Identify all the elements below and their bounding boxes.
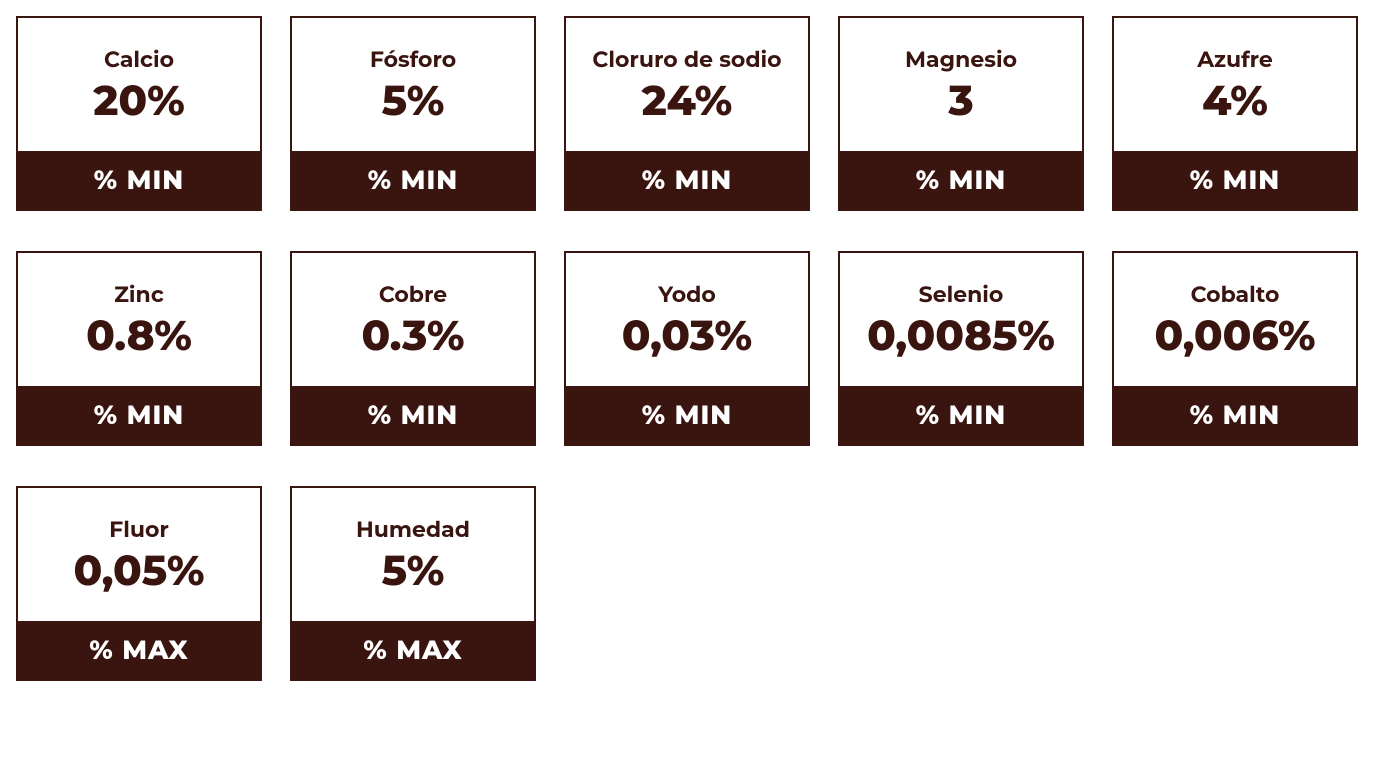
mineral-footer: % MAX	[292, 621, 534, 679]
mineral-card: Magnesio 3 % MIN	[838, 16, 1084, 211]
mineral-footer: % MAX	[18, 621, 260, 679]
mineral-name: Cobre	[379, 283, 447, 307]
mineral-footer: % MIN	[840, 386, 1082, 444]
mineral-value: 0,05%	[74, 549, 205, 591]
mineral-value: 3	[948, 79, 973, 121]
mineral-value: 0.8%	[86, 314, 192, 356]
card-top: Zinc 0.8%	[18, 253, 260, 386]
mineral-name: Fluor	[109, 518, 169, 542]
mineral-footer: % MIN	[840, 151, 1082, 209]
mineral-card: Selenio 0,0085% % MIN	[838, 251, 1084, 446]
mineral-name: Cobalto	[1191, 283, 1280, 307]
card-top: Azufre 4%	[1114, 18, 1356, 151]
mineral-value: 5%	[382, 549, 445, 591]
mineral-footer: % MIN	[566, 151, 808, 209]
mineral-value: 20%	[93, 79, 185, 121]
mineral-name: Humedad	[356, 518, 470, 542]
mineral-name: Magnesio	[905, 48, 1017, 72]
card-top: Fluor 0,05%	[18, 488, 260, 621]
card-top: Calcio 20%	[18, 18, 260, 151]
card-top: Cloruro de sodio 24%	[566, 18, 808, 151]
mineral-card: Fósforo 5% % MIN	[290, 16, 536, 211]
mineral-name: Selenio	[919, 283, 1004, 307]
card-top: Cobre 0.3%	[292, 253, 534, 386]
mineral-value: 0,0085%	[867, 314, 1055, 356]
mineral-value: 0,03%	[622, 314, 752, 356]
mineral-footer: % MIN	[566, 386, 808, 444]
mineral-card: Humedad 5% % MAX	[290, 486, 536, 681]
mineral-card: Zinc 0.8% % MIN	[16, 251, 262, 446]
minerals-grid: Calcio 20% % MIN Fósforo 5% % MIN Clorur…	[16, 16, 1358, 681]
card-top: Fósforo 5%	[292, 18, 534, 151]
mineral-footer: % MIN	[1114, 386, 1356, 444]
mineral-card: Fluor 0,05% % MAX	[16, 486, 262, 681]
mineral-footer: % MIN	[292, 151, 534, 209]
mineral-card: Cobre 0.3% % MIN	[290, 251, 536, 446]
mineral-footer: % MIN	[1114, 151, 1356, 209]
mineral-footer: % MIN	[292, 386, 534, 444]
mineral-value: 24%	[642, 79, 733, 121]
mineral-name: Calcio	[104, 48, 174, 72]
mineral-name: Yodo	[658, 283, 716, 307]
mineral-footer: % MIN	[18, 151, 260, 209]
mineral-card: Azufre 4% % MIN	[1112, 16, 1358, 211]
mineral-value: 5%	[382, 79, 445, 121]
mineral-name: Cloruro de sodio	[592, 48, 781, 72]
mineral-value: 4%	[1202, 79, 1268, 121]
card-top: Cobalto 0,006%	[1114, 253, 1356, 386]
mineral-name: Fósforo	[370, 48, 456, 72]
card-top: Yodo 0,03%	[566, 253, 808, 386]
card-top: Selenio 0,0085%	[840, 253, 1082, 386]
mineral-footer: % MIN	[18, 386, 260, 444]
mineral-value: 0,006%	[1154, 314, 1315, 356]
card-top: Humedad 5%	[292, 488, 534, 621]
mineral-card: Yodo 0,03% % MIN	[564, 251, 810, 446]
mineral-value: 0.3%	[361, 314, 464, 356]
mineral-name: Azufre	[1197, 48, 1273, 72]
mineral-card: Cloruro de sodio 24% % MIN	[564, 16, 810, 211]
mineral-card: Calcio 20% % MIN	[16, 16, 262, 211]
card-top: Magnesio 3	[840, 18, 1082, 151]
mineral-name: Zinc	[114, 283, 164, 307]
mineral-card: Cobalto 0,006% % MIN	[1112, 251, 1358, 446]
